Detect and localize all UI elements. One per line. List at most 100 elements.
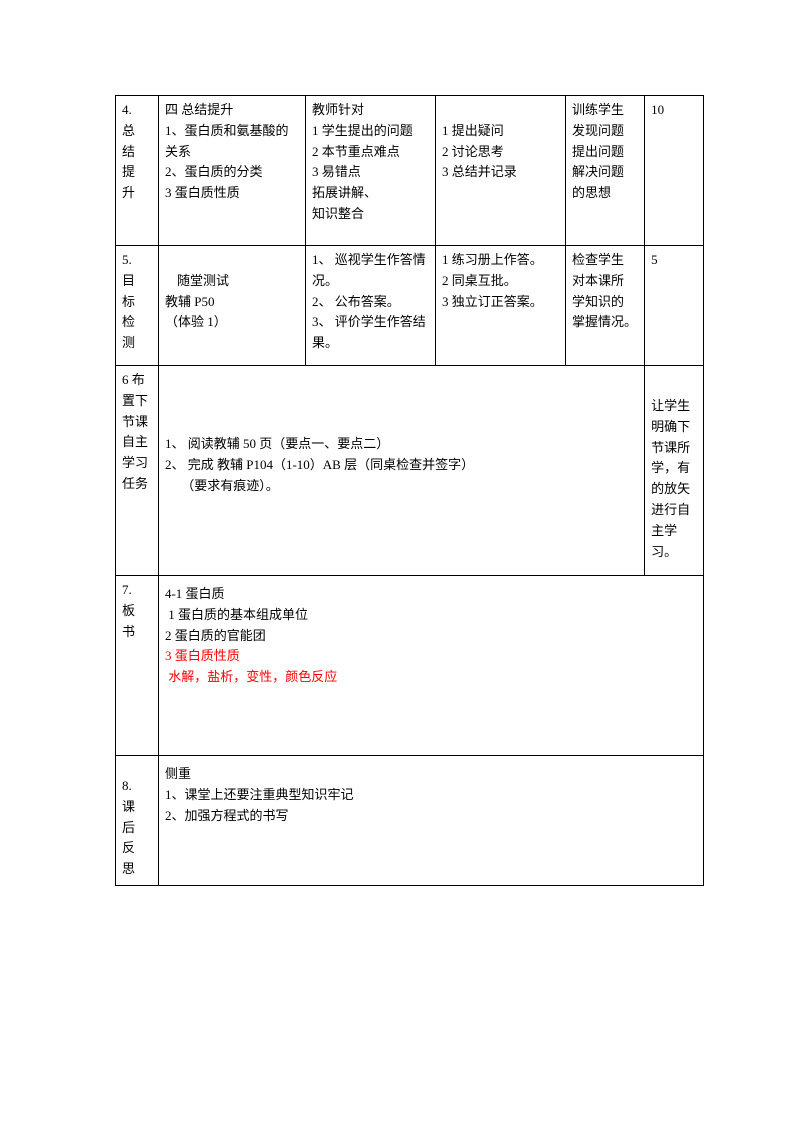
r5-c4-1: 1 练习册上作答。 [442,250,559,271]
r5-c2-3: （体验 1） [165,312,299,333]
r4-label-1: 4. [122,100,152,121]
r4-c4-3: 3 总结并记录 [442,162,559,183]
r6-note-3: 节课所 [651,438,697,459]
r7-c-3: 2 蛋白质的官能团 [165,626,697,647]
r4-label-3: 结 [122,142,152,163]
r4-label-4: 提 [122,162,152,183]
row5-teacher: 1、 巡视学生作答情况。 2、 公布答案。 3、 评价学生作答结果。 [305,246,435,366]
r6-note-7: 主学习。 [651,521,697,563]
r4-c5-2: 发现问题 [572,121,638,142]
r4-c3-2: 1 学生提出的问题 [312,121,429,142]
r5-time-value: 5 [651,252,658,267]
r5-c3-2: 2、 公布答案。 [312,292,429,313]
row4-student: 1 提出疑问 2 讨论思考 3 总结并记录 [436,96,566,246]
r8-label-2: 课 [122,797,152,818]
r6-label-1: 6 布 [122,370,152,391]
row5-label: 5. 目 标 检 测 [116,246,159,366]
r4-label-5: 升 [122,183,152,204]
row7-content: 4-1 蛋白质 1 蛋白质的基本组成单位 2 蛋白质的官能团 3 蛋白质性质 水… [158,576,703,756]
r4-c5-3: 提出问题 [572,142,638,163]
r5-c3-3: 3、 评价学生作答结果。 [312,312,429,354]
r5-c5-1: 检查学生 [572,250,638,271]
r7-c-2: 1 蛋白质的基本组成单位 [165,605,697,626]
r5-label-1: 5. [122,250,152,271]
r7-c-4: 3 蛋白质性质 [165,646,697,667]
r6-content-2: 2、 完成 教辅 P104（1-10）AB 层（同桌检查并签字） [165,455,638,476]
r5-label-4: 检 [122,312,152,333]
r8-label-3: 后 [122,818,152,839]
row8-content: 侧重 1、课堂上还要注重典型知识牢记 2、加强方程式的书写 [158,756,703,886]
r6-note-4: 学，有 [651,458,697,479]
r4-c3-3: 2 本节重点难点 [312,142,429,163]
r6-label-5: 学习 [122,453,152,474]
r6-content-1: 1、 阅读教辅 50 页（要点一、要点二） [165,434,638,455]
r8-c-1: 侧重 [165,764,697,785]
r4-c5-5: 的思想 [572,183,638,204]
r6-label-6: 任务 [122,474,152,495]
r4-c2-3: 2、蛋白质的分类 [165,162,299,183]
r4-c3-5: 拓展讲解、 [312,183,429,204]
row5-content: 随堂测试 教辅 P50 （体验 1） [158,246,305,366]
r5-c5-2: 对本课所 [572,271,638,292]
r4-time-value: 10 [651,102,664,117]
r6-label-3: 节课 [122,412,152,433]
row7-label: 7. 板 书 [116,576,159,756]
row6-note: 让学生 明确下 节课所 学，有 的放矢 进行自 主学习。 [645,366,704,576]
r4-c2-1: 四 总结提升 [165,100,299,121]
r4-c5-1: 训练学生 [572,100,638,121]
r6-content-3: （要求有痕迹）。 [165,476,638,497]
r6-note-1: 让学生 [651,396,697,417]
lesson-plan-table: 4. 总 结 提 升 四 总结提升 1、蛋白质和氨基酸的关系 2、蛋白质的分类 … [115,95,704,886]
row6-content: 1、 阅读教辅 50 页（要点一、要点二） 2、 完成 教辅 P104（1-10… [158,366,644,576]
row4-time: 10 [645,96,704,246]
r8-c-2: 1、课堂上还要注重典型知识牢记 [165,785,697,806]
r5-c3-1: 1、 巡视学生作答情况。 [312,250,429,292]
row-board: 7. 板 书 4-1 蛋白质 1 蛋白质的基本组成单位 2 蛋白质的官能团 3 … [116,576,704,756]
r7-c-1: 4-1 蛋白质 [165,584,697,605]
r8-c-3: 2、加强方程式的书写 [165,806,697,827]
row5-student: 1 练习册上作答。 2 同桌互批。 3 独立订正答案。 [436,246,566,366]
row-test: 5. 目 标 检 测 随堂测试 教辅 P50 （体验 1） 1、 巡视学生作答情… [116,246,704,366]
row4-teacher: 教师针对 1 学生提出的问题 2 本节重点难点 3 易错点 拓展讲解、 知识整合 [305,96,435,246]
r6-note-6: 进行自 [651,500,697,521]
row-summary: 4. 总 结 提 升 四 总结提升 1、蛋白质和氨基酸的关系 2、蛋白质的分类 … [116,96,704,246]
r5-c4-2: 2 同桌互批。 [442,271,559,292]
r5-c2-1: 随堂测试 [165,271,299,292]
r7-c-5: 水解，盐析，变性，颜色反应 [165,667,697,688]
r7-label-2: 板 [122,601,152,622]
row-homework: 6 布 置下 节课 自主 学习 任务 1、 阅读教辅 50 页（要点一、要点二）… [116,366,704,576]
r6-label-2: 置下 [122,391,152,412]
r5-label-3: 标 [122,292,152,313]
row4-content: 四 总结提升 1、蛋白质和氨基酸的关系 2、蛋白质的分类 3 蛋白质性质 [158,96,305,246]
r4-label-2: 总 [122,121,152,142]
row-reflection: 8. 课 后 反 思 侧重 1、课堂上还要注重典型知识牢记 2、加强方程式的书写 [116,756,704,886]
r7-label-3: 书 [122,622,152,643]
row5-purpose: 检查学生 对本课所 学知识的 掌握情况。 [566,246,645,366]
r5-c4-3: 3 独立订正答案。 [442,292,559,313]
r4-c3-1: 教师针对 [312,100,429,121]
r8-label-1: 8. [122,776,152,797]
row6-label: 6 布 置下 节课 自主 学习 任务 [116,366,159,576]
row5-time: 5 [645,246,704,366]
row8-label: 8. 课 后 反 思 [116,756,159,886]
r4-c4-1: 1 提出疑问 [442,121,559,142]
row4-label: 4. 总 结 提 升 [116,96,159,246]
r5-c5-3: 学知识的 [572,292,638,313]
row4-purpose: 训练学生 发现问题 提出问题 解决问题 的思想 [566,96,645,246]
r6-note-2: 明确下 [651,417,697,438]
r6-label-4: 自主 [122,432,152,453]
r8-label-4: 反 [122,838,152,859]
r4-c4-2: 2 讨论思考 [442,142,559,163]
r4-c2-2: 1、蛋白质和氨基酸的关系 [165,121,299,163]
r4-c2-4: 3 蛋白质性质 [165,183,299,204]
r5-label-5: 测 [122,333,152,354]
r6-note-5: 的放矢 [651,479,697,500]
r5-c5-4: 掌握情况。 [572,312,638,333]
r4-c3-4: 3 易错点 [312,162,429,183]
r5-label-2: 目 [122,271,152,292]
r4-c3-6: 知识整合 [312,204,429,225]
r5-c2-2: 教辅 P50 [165,292,299,313]
r8-label-5: 思 [122,859,152,880]
r7-label-1: 7. [122,580,152,601]
r4-c5-4: 解决问题 [572,162,638,183]
